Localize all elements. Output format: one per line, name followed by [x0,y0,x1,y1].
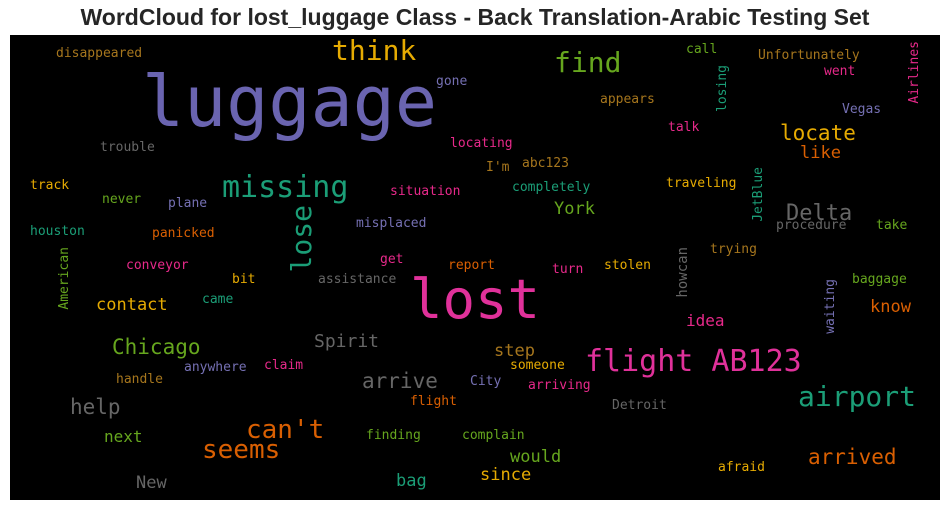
word-since: since [480,465,532,485]
word-airlines: Airlines [907,41,922,104]
wordcloud-canvas: luggage lost flight AB123 missing think find l… [10,35,940,500]
word-would: would [510,447,562,467]
word-gone: gone [436,74,468,89]
word-panicked: panicked [152,226,215,241]
word-never: never [102,192,142,207]
word-flight: flight [410,394,457,409]
word-bit: bit [232,272,256,287]
word-completely: completely [512,180,591,195]
word-trouble: trouble [100,140,155,155]
word-stolen: stolen [604,258,651,273]
word-jetblue: JetBlue [751,167,766,222]
word-assistance: assistance [318,272,397,287]
word-luggage: luggage [142,61,438,143]
word-delta: Delta [786,201,853,226]
word-complain: complain [462,428,525,443]
word-can-t: can't [246,415,325,445]
word-trying: trying [710,242,757,257]
word-appears: appears [600,92,655,107]
word-new: New [136,473,167,493]
word-step: step [494,341,535,361]
word-arrived: arrived [808,445,897,469]
word-airport: airport [798,380,917,413]
word-conveyor: conveyor [126,258,189,273]
word-situation: situation [390,184,461,199]
word-know: know [870,297,911,317]
word-american: American [57,247,72,310]
word-help: help [70,395,121,419]
word-locating: locating [450,136,513,151]
word-next: next [104,427,143,446]
word-get: get [380,252,404,267]
word-came: came [202,292,234,307]
word-traveling: traveling [666,176,737,191]
word-i-m: I'm [486,160,510,175]
word-lost: lost [410,268,541,331]
word-unfortunately: Unfortunately [758,48,860,63]
word-report: report [448,258,495,273]
word-disappeared: disappeared [56,46,143,61]
word-find: find [554,46,622,79]
word-seems: seems [202,435,281,465]
word-flight-ab123: flight AB123 [585,344,802,379]
word-turn: turn [552,262,584,277]
word-plane: plane [168,196,208,211]
word-afraid: afraid [718,460,765,475]
word-baggage: baggage [852,272,907,287]
word-finding: finding [366,428,421,443]
word-think: think [332,35,417,67]
word-vegas: Vegas [842,102,882,117]
word-york: York [554,199,595,219]
word-take: take [876,218,908,233]
word-procedure: procedure [776,218,847,233]
word-claim: claim [264,358,304,373]
word-detroit: Detroit [612,398,667,413]
word-howcan: howcan [675,247,691,298]
word-bag: bag [396,471,427,491]
word-someone: someone [510,358,565,373]
word-city: City [470,374,502,389]
word-talk: talk [668,120,700,135]
word-arriving: arriving [528,378,591,393]
word-arrive: arrive [362,369,438,393]
word-track: track [30,178,70,193]
chart-title: WordCloud for lost_luggage Class - Back … [80,4,870,30]
word-call: call [686,42,718,57]
word-handle: handle [116,372,163,387]
word-locate: locate [780,121,856,145]
word-chicago: Chicago [112,335,201,359]
word-houston: houston [30,224,85,239]
word-abc123: abc123 [522,156,569,171]
word-spirit: Spirit [314,331,380,352]
word-contact: contact [96,295,168,315]
word-waiting: waiting [823,279,838,334]
word-missing: missing [222,170,349,205]
word-losing: losing [715,65,730,112]
word-anywhere: anywhere [184,360,247,375]
word-lose: lose [285,205,318,273]
word-like: like [800,143,841,163]
word-idea: idea [686,311,725,330]
word-went: went [824,64,856,79]
word-misplaced: misplaced [356,216,427,231]
